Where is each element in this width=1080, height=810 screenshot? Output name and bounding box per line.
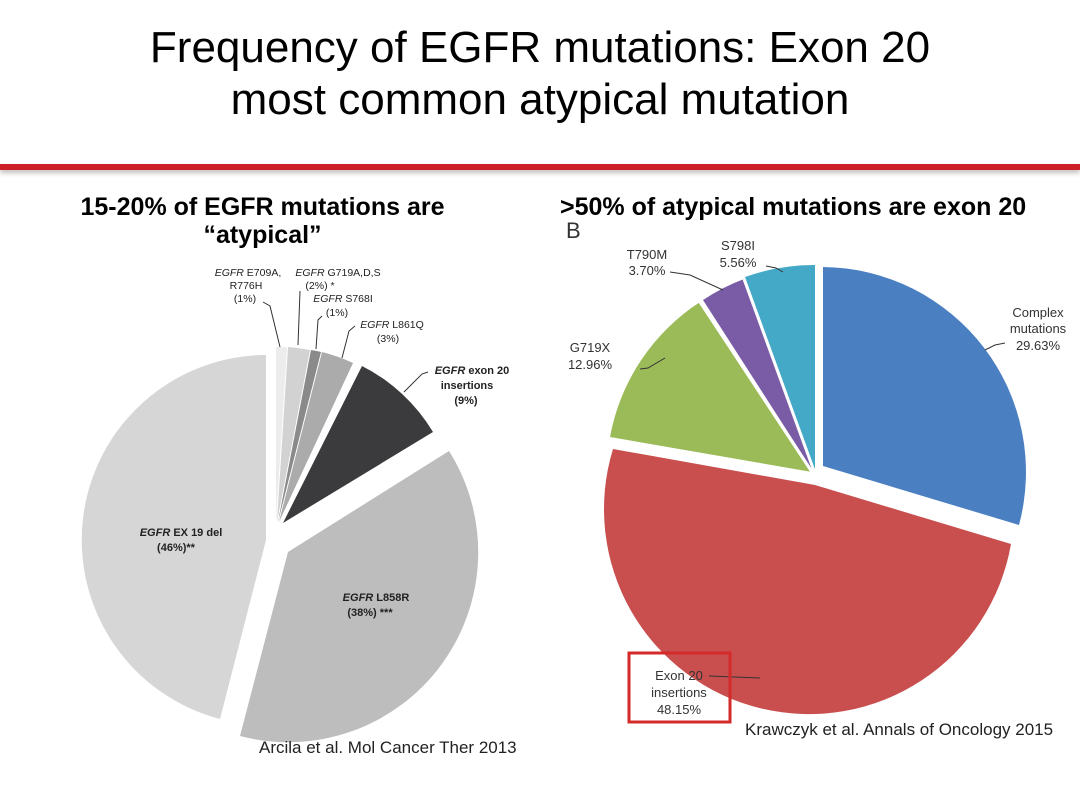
label-e709a-line2: R776H	[230, 280, 263, 292]
label-l861q: EGFR L861Q	[360, 319, 424, 331]
label-g719x-pct: 12.96%	[568, 357, 613, 372]
left-citation: Arcila et al. Mol Cancer Ther 2013	[259, 738, 517, 757]
label-s768i: EGFR S768I	[313, 293, 373, 305]
label-exon20-pct: (9%)	[454, 395, 478, 407]
label-exon20-line2: insertions	[441, 380, 494, 392]
label-exon20-ins-pct: 48.15%	[657, 702, 702, 717]
label-e709a: EGFR E709A,	[215, 267, 282, 279]
label-s768i-pct: (1%)	[326, 307, 348, 319]
slice-e709a	[276, 346, 287, 522]
label-complex: Complex	[1012, 305, 1064, 320]
label-l858r-pct: (38%) ***	[347, 607, 393, 619]
panel-letter: B	[566, 218, 581, 243]
slice-t790m	[703, 279, 813, 471]
slide-title-line2: most common atypical mutation	[230, 75, 850, 124]
right-citation: Krawczyk et al. Annals of Oncology 2015	[745, 720, 1054, 739]
slice-g719x	[610, 302, 812, 472]
label-t790m: T790M	[627, 247, 667, 262]
slice-s768i	[278, 350, 321, 522]
slice-l861q	[279, 352, 353, 522]
label-e709a-pct: (1%)	[234, 293, 256, 305]
label-ex19-pct: (46%)**	[157, 542, 196, 554]
left-heading-line2: “atypical”	[203, 221, 322, 249]
label-g719-pct: (2%) *	[305, 280, 334, 292]
slide-title-line1: Frequency of EGFR mutations: Exon 20	[149, 23, 931, 72]
label-s798i: S798I	[721, 238, 755, 253]
slice-complex	[823, 267, 1026, 525]
label-g719x: G719X	[570, 340, 611, 355]
slice-exon20-insertions	[603, 449, 1011, 715]
left-heading-line1: 15-20% of EGFR mutations are	[80, 193, 445, 221]
exon20-highlight-box	[627, 651, 732, 724]
label-l861q-pct: (3%)	[377, 333, 399, 345]
label-ex19: EGFR EX 19 del	[140, 527, 223, 539]
right-heading: >50% of atypical mutations are exon 20	[560, 193, 1027, 221]
slice-g719	[277, 347, 310, 522]
slice-exon20	[283, 366, 433, 523]
label-complex-line2: mutations	[1010, 321, 1067, 336]
slide-title: Frequency of EGFR mutations: Exon 20 mos…	[0, 22, 1080, 126]
slice-ex19-del	[81, 355, 266, 719]
label-complex-pct: 29.63%	[1016, 338, 1061, 353]
label-t790m-pct: 3.70%	[629, 263, 666, 278]
slice-l858r	[240, 451, 479, 743]
label-l858r: EGFR L858R	[343, 592, 410, 604]
label-exon20-ins: Exon 20	[655, 668, 703, 683]
title-divider	[0, 164, 1080, 170]
label-exon20: EGFR exon 20	[435, 365, 510, 377]
label-g719: EGFR G719A,D,S	[295, 267, 380, 279]
left-heading: 15-20% of EGFR mutations are “atypical”	[40, 193, 485, 249]
label-s798i-pct: 5.56%	[720, 255, 757, 270]
slice-s798i	[745, 264, 815, 470]
label-exon20-ins-line2: insertions	[651, 685, 707, 700]
